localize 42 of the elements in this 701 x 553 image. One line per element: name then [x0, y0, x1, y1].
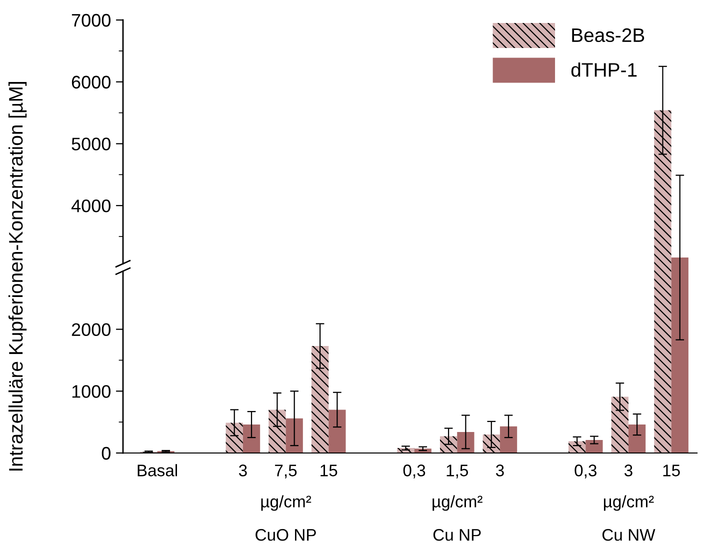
- x-tick-label: 3: [496, 464, 504, 476]
- bar: [286, 418, 303, 453]
- y-axis-title: Intrazelluläre Kupferionen-Konzentration [µM]: [8, 82, 27, 471]
- bar: [328, 410, 346, 453]
- y-tick-label: 0: [102, 446, 110, 460]
- x-tick-label: 3: [624, 464, 632, 476]
- text: µg/cm²: [432, 495, 482, 511]
- text: Cu NW: [602, 529, 656, 541]
- y-tick-label: 1000: [72, 385, 110, 398]
- x-tick-label: Basal: [138, 464, 177, 476]
- y-tick-label: 7000: [72, 14, 110, 27]
- text: Cu NP: [433, 529, 481, 541]
- bar: [242, 424, 260, 453]
- bar: [500, 426, 518, 453]
- bar: [457, 432, 474, 453]
- bar: [586, 440, 603, 453]
- bar: [611, 396, 628, 453]
- x-tick-label: 15: [320, 464, 338, 476]
- bar: [268, 410, 286, 453]
- legend-label: Beas-2B: [572, 28, 644, 42]
- y-tick-label: 2000: [72, 323, 110, 336]
- x-tick-label: 0,3: [403, 464, 426, 478]
- bar: [654, 110, 672, 453]
- bar: [628, 424, 646, 453]
- x-tick-label: 0,3: [574, 464, 596, 478]
- bar: [311, 346, 329, 453]
- y-tick-label: 6000: [72, 76, 110, 89]
- text: CuO NP: [256, 529, 316, 541]
- text: µg/cm²: [261, 495, 312, 511]
- legend-label: dTHP-1: [571, 62, 637, 77]
- bar: [671, 258, 688, 453]
- y-tick-label: 5000: [72, 138, 110, 150]
- y-tick-label: 4000: [71, 200, 110, 212]
- bar: [440, 436, 458, 453]
- x-tick-label: 15: [663, 464, 680, 476]
- bar: [568, 441, 586, 453]
- x-tick-label: 7,5: [275, 464, 297, 478]
- text: µg/cm²: [604, 495, 654, 511]
- bar: [226, 422, 243, 453]
- bar: [482, 434, 500, 453]
- x-tick-label: 3: [238, 464, 247, 476]
- x-tick-label: 1,5: [446, 464, 468, 478]
